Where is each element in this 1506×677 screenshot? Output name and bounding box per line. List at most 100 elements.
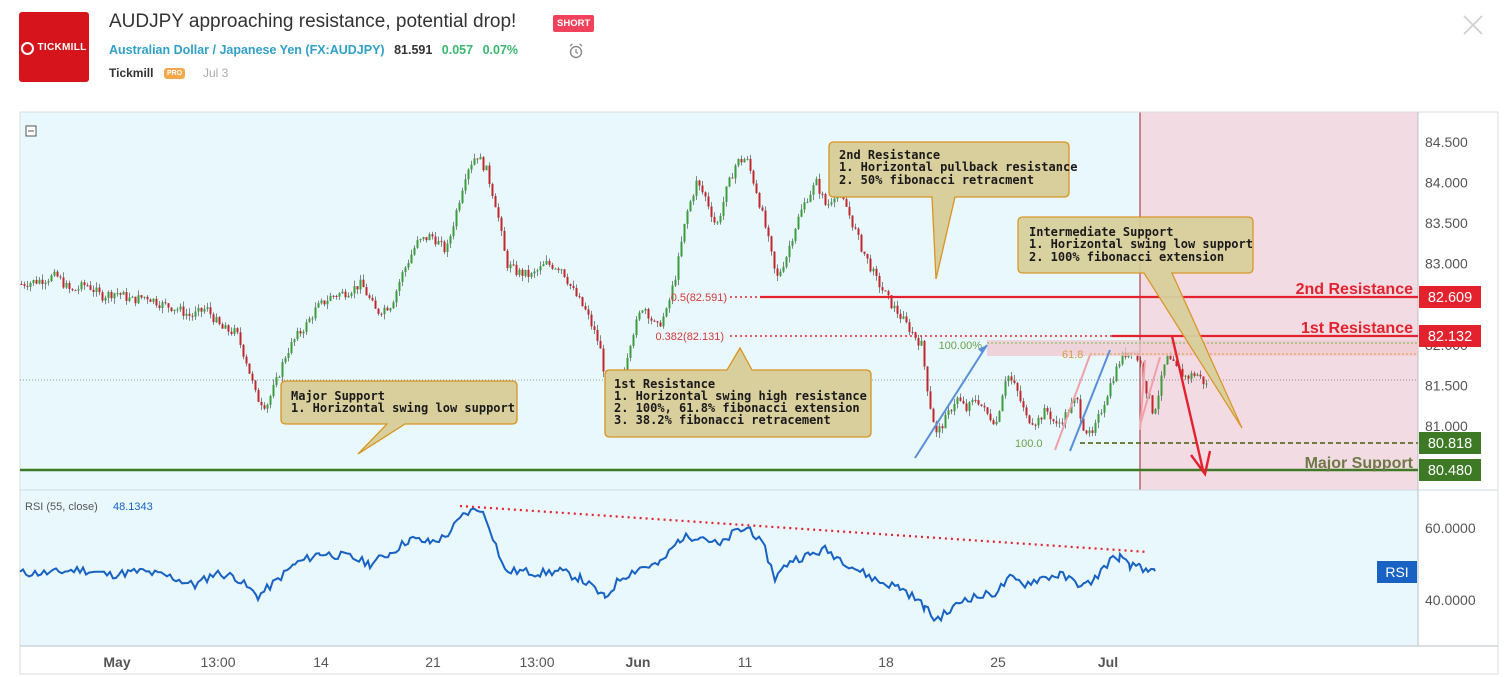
candle-body bbox=[443, 241, 446, 253]
candle-body bbox=[1160, 375, 1163, 396]
candle-body bbox=[905, 316, 908, 323]
candle-body bbox=[956, 397, 959, 404]
candle-body bbox=[590, 314, 593, 327]
candle-body bbox=[524, 269, 527, 276]
candle-body bbox=[194, 311, 197, 317]
candle-body bbox=[20, 284, 23, 285]
candle-body bbox=[65, 282, 68, 288]
time-tick-label: 21 bbox=[425, 654, 441, 670]
candle-body bbox=[1139, 360, 1142, 364]
candle-body bbox=[128, 297, 131, 301]
candle-body bbox=[227, 325, 230, 332]
candle-body bbox=[341, 291, 344, 294]
candle-body bbox=[1118, 364, 1121, 367]
candle-body bbox=[917, 338, 920, 346]
pair-name-link[interactable]: Australian Dollar / Japanese Yen bbox=[109, 43, 302, 57]
candle-body bbox=[167, 303, 170, 308]
candle-body bbox=[1001, 395, 1004, 412]
candle-body bbox=[713, 216, 716, 223]
intermediate-support-callout[interactable]: Intermediate Support 1. Horizontal swing… bbox=[1017, 216, 1254, 429]
alarm-clock-icon[interactable] bbox=[567, 42, 585, 60]
candle-body bbox=[755, 183, 758, 194]
candle-body bbox=[986, 407, 989, 414]
price-tick-label: 84.500 bbox=[1425, 134, 1468, 150]
idea-title: AUDJPY approaching resistance, potential… bbox=[109, 11, 517, 32]
time-tick-label: Jul bbox=[1098, 654, 1118, 670]
candle-body bbox=[107, 291, 110, 298]
candle-body bbox=[446, 243, 449, 253]
ticker-paren-open: ( bbox=[305, 43, 310, 57]
candle-body bbox=[941, 426, 944, 429]
candle-body bbox=[404, 267, 407, 273]
candle-body bbox=[989, 413, 992, 421]
second-resistance-callout[interactable]: 2nd Resistance 1. Horizontal pullback re… bbox=[828, 141, 1077, 280]
candle-body bbox=[1109, 383, 1112, 397]
last-price: 81.591 bbox=[394, 43, 433, 57]
candle-body bbox=[485, 165, 488, 171]
candle-body bbox=[191, 315, 194, 317]
candle-body bbox=[488, 165, 491, 185]
candle-body bbox=[683, 223, 686, 242]
candle-body bbox=[719, 215, 722, 223]
candle-body bbox=[332, 295, 335, 297]
time-axis: May 13:00 14 21 13:00 Jun 11 18 25 Jul bbox=[103, 654, 1118, 670]
candle-body bbox=[1016, 383, 1019, 391]
candle-body bbox=[812, 185, 815, 195]
price-tick-label: 81.500 bbox=[1425, 377, 1468, 393]
candle-body bbox=[554, 268, 557, 270]
candle-body bbox=[335, 295, 338, 297]
candle-body bbox=[1199, 374, 1202, 377]
candle-body bbox=[506, 250, 509, 269]
candle-body bbox=[347, 295, 350, 298]
candle-body bbox=[143, 296, 146, 298]
candle-body bbox=[518, 269, 521, 275]
candle-body bbox=[116, 293, 119, 295]
candle-body bbox=[815, 178, 818, 186]
candle-body bbox=[890, 295, 893, 309]
candle-body bbox=[413, 247, 416, 255]
candle-body bbox=[1169, 355, 1172, 360]
candle-body bbox=[602, 348, 605, 372]
candle-body bbox=[1184, 375, 1187, 377]
ticker-link[interactable]: FX:AUDJPY bbox=[309, 43, 381, 57]
rsi-tick-label: 60.0000 bbox=[1425, 520, 1476, 536]
candle-body bbox=[1100, 412, 1103, 415]
candle-body bbox=[497, 207, 500, 218]
candle-body bbox=[731, 177, 734, 179]
first-resistance-callout[interactable]: 1st Resistance 1. Horizontal swing high … bbox=[604, 346, 872, 438]
close-icon[interactable] bbox=[1461, 13, 1485, 37]
rsi-axis: 60.0000 40.0000 bbox=[1425, 520, 1476, 608]
publish-date: Jul 3 bbox=[203, 66, 229, 80]
candle-body bbox=[977, 400, 980, 405]
candle-body bbox=[791, 240, 794, 246]
major-support-callout[interactable]: Major Support 1. Horizontal swing low su… bbox=[280, 380, 518, 455]
candle-body bbox=[437, 240, 440, 245]
candle-body bbox=[938, 426, 941, 433]
candle-body bbox=[650, 318, 653, 321]
candle-body bbox=[959, 397, 962, 401]
candle-body bbox=[566, 277, 569, 284]
candle-body bbox=[542, 264, 545, 267]
candle-body bbox=[920, 340, 923, 346]
tickmill-logo[interactable]: TICKMILL bbox=[19, 12, 89, 82]
candle-body bbox=[551, 264, 554, 269]
candle-body bbox=[422, 237, 425, 240]
candle-body bbox=[893, 305, 896, 309]
candle-body bbox=[440, 240, 443, 242]
candle-body bbox=[872, 268, 875, 272]
candle-body bbox=[596, 329, 599, 341]
author-name[interactable]: Tickmill bbox=[109, 66, 154, 80]
candle-body bbox=[887, 291, 890, 296]
candle-body bbox=[494, 196, 497, 208]
candle-body bbox=[53, 271, 56, 276]
candle-body bbox=[686, 211, 689, 224]
candle-body bbox=[911, 332, 914, 334]
candle-body bbox=[182, 306, 185, 316]
candle-body bbox=[548, 260, 551, 265]
candle-body bbox=[278, 376, 281, 378]
candle-body bbox=[434, 236, 437, 245]
candle-body bbox=[1037, 417, 1040, 426]
candle-body bbox=[1049, 411, 1052, 420]
candle-body bbox=[704, 192, 707, 197]
